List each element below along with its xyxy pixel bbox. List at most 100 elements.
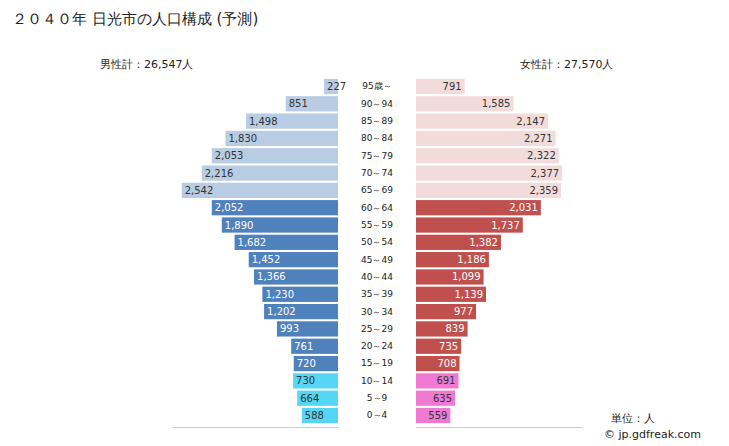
tick-label: 25～29 <box>361 324 393 334</box>
data-label: 2,359 <box>529 185 558 196</box>
data-label: 2,322 <box>527 150 556 161</box>
bar <box>264 304 338 319</box>
axis-line <box>417 427 583 428</box>
data-label: 559 <box>428 410 447 421</box>
data-labels: 2278511,4981,8302,0532,2162,5422,0521,89… <box>185 81 346 421</box>
bar <box>182 183 338 198</box>
bar <box>416 287 486 302</box>
data-label: 1,452 <box>252 254 281 265</box>
data-label: 851 <box>289 98 308 109</box>
x-axis <box>173 427 339 428</box>
bar <box>222 217 338 232</box>
bar <box>416 96 513 111</box>
data-label: 1,139 <box>454 289 483 300</box>
data-label: 839 <box>445 323 464 334</box>
bar <box>416 321 468 336</box>
bar <box>416 200 541 215</box>
data-label: 1,230 <box>265 289 294 300</box>
data-label: 1,186 <box>457 254 486 265</box>
bar <box>416 339 461 354</box>
bar <box>262 287 338 302</box>
data-label: 977 <box>454 306 473 317</box>
bar <box>416 269 484 284</box>
data-label: 1,737 <box>491 220 520 231</box>
tick: 5～9 <box>367 393 388 403</box>
axis-line <box>377 79 378 425</box>
data-label: 1,366 <box>257 271 286 282</box>
data-label: 720 <box>297 358 316 369</box>
data-label: 691 <box>436 375 455 386</box>
data-label: 1,830 <box>228 133 257 144</box>
tick: 70～74 <box>361 168 393 178</box>
bar <box>416 252 489 267</box>
tick: 20～24 <box>361 341 393 351</box>
tick-label: 50～54 <box>361 237 393 247</box>
y-axis: 95歳～90～9485～8980～8475～7970～7465～6960～645… <box>361 79 393 425</box>
tick-label: 45～49 <box>361 255 393 265</box>
tick: 35～39 <box>361 289 393 299</box>
bar <box>416 391 455 406</box>
tick-label: 55～59 <box>361 220 393 230</box>
bar <box>416 217 523 232</box>
data-label: 1,890 <box>225 220 254 231</box>
bar <box>277 321 338 336</box>
data-label: 2,031 <box>509 202 538 213</box>
data-label: 664 <box>300 393 319 404</box>
bar <box>416 131 556 146</box>
bar <box>416 304 476 319</box>
bar <box>293 373 338 388</box>
data-label: 1,682 <box>238 237 267 248</box>
data-label: 761 <box>294 341 313 352</box>
tick: 65～69 <box>361 185 393 195</box>
annotation: 女性計：27,570人 <box>520 58 614 71</box>
tick: 85～89 <box>361 116 393 126</box>
tick-label: 20～24 <box>361 341 393 351</box>
tick-label: 10～14 <box>361 376 393 386</box>
data-label: 2,147 <box>516 116 545 127</box>
x-axis <box>417 427 583 428</box>
annotation: 単位：人 <box>611 412 655 425</box>
bar <box>416 114 548 129</box>
tick: 75～79 <box>361 151 393 161</box>
tick-label: 70～74 <box>361 168 393 178</box>
tick-label: 80～84 <box>361 133 393 143</box>
data-label: 2,216 <box>205 168 234 179</box>
bar <box>416 165 562 180</box>
bar <box>225 131 338 146</box>
tick: 45～49 <box>361 255 393 265</box>
tick: 30～34 <box>361 306 393 316</box>
data-label: 227 <box>327 81 346 92</box>
bar <box>416 408 450 423</box>
data-label: 1,498 <box>249 116 278 127</box>
tick-label: 65～69 <box>361 185 393 195</box>
bar <box>202 165 338 180</box>
data-label: 708 <box>437 358 456 369</box>
tick-label: 30～34 <box>361 306 393 316</box>
data-label: 588 <box>305 410 324 421</box>
bar <box>249 252 338 267</box>
data-label: 730 <box>296 375 315 386</box>
tick-label: 15～19 <box>361 358 393 368</box>
bar <box>291 339 338 354</box>
bar <box>416 356 460 371</box>
data-label: 1,099 <box>452 271 481 282</box>
tick-label: 35～39 <box>361 289 393 299</box>
tick: 95歳～ <box>362 81 391 91</box>
bar <box>235 235 338 250</box>
data-label: 791 <box>443 81 462 92</box>
tick: 60～64 <box>361 203 393 213</box>
tick: 40～44 <box>361 272 393 282</box>
bar <box>416 373 458 388</box>
tick-label: 85～89 <box>361 116 393 126</box>
chart: ２０４０年 日光市の人口構成 (予測)男性計：26,547人女性計：27,570… <box>0 0 729 446</box>
tick-label: 0～4 <box>367 410 388 420</box>
data-labels: 7911,5852,1472,2712,3222,3772,3592,0311,… <box>428 81 559 421</box>
axis-line <box>173 427 339 428</box>
annotation: © jp.gdfreak.com <box>604 428 701 441</box>
data-label: 993 <box>280 323 299 334</box>
bar <box>416 183 561 198</box>
tick-label: 60～64 <box>361 203 393 213</box>
data-label: 635 <box>433 393 452 404</box>
data-label: 735 <box>439 341 458 352</box>
data-label: 2,377 <box>531 168 560 179</box>
